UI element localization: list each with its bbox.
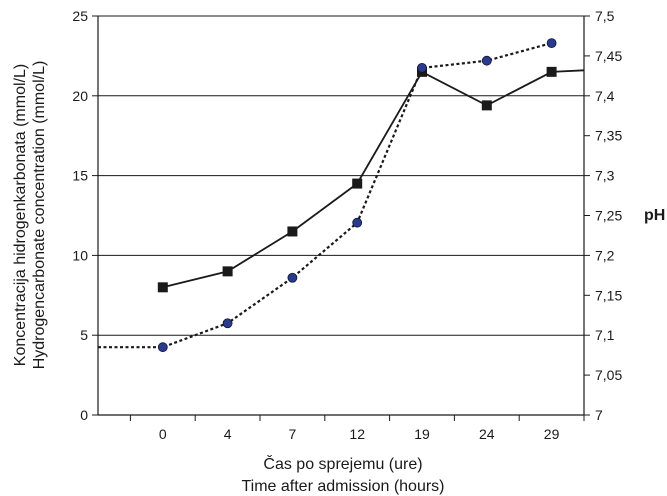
series-2-point xyxy=(157,342,168,353)
right-tick-label: 7,1 xyxy=(595,327,615,343)
series-1-point xyxy=(481,100,492,111)
series-2-point xyxy=(352,217,363,228)
right-tick-label: 7 xyxy=(595,407,603,423)
series-1-point xyxy=(157,282,168,293)
series-2-point xyxy=(222,318,233,329)
x-axis-title-line2: Time after admission (hours) xyxy=(241,478,444,495)
left-tick-label: 5 xyxy=(80,327,88,343)
right-axis-ticks: 7 7,05 7,1 7,15 7,2 7,25 7,3 7,35 7,4 7,45 7,5 xyxy=(584,8,622,423)
x-tick-label: 4 xyxy=(224,426,232,442)
y-axis-left-title-line1: Koncentracija hidrogenkarbonata (mmol/L) xyxy=(12,64,29,366)
series-2-point xyxy=(287,272,298,283)
x-axis-ticks: 0 4 7 12 19 24 29 xyxy=(129,415,585,442)
left-axis-ticks: 0 5 10 15 20 25 xyxy=(72,8,98,423)
axes xyxy=(97,16,585,416)
x-tick-label: 24 xyxy=(479,426,495,442)
series-1-point xyxy=(222,266,233,277)
series-1-point xyxy=(352,178,363,189)
x-tick-label: 29 xyxy=(544,426,560,442)
left-tick-label: 15 xyxy=(72,168,88,184)
series-2-point xyxy=(546,38,557,49)
series-1-line xyxy=(162,69,585,289)
x-tick-label: 19 xyxy=(414,426,430,442)
right-tick-label: 7,45 xyxy=(595,48,622,64)
right-tick-label: 7,2 xyxy=(595,247,615,263)
series-2-line xyxy=(98,42,552,349)
series-1-point xyxy=(287,226,298,237)
x-tick-label: 7 xyxy=(289,426,297,442)
right-tick-label: 7,35 xyxy=(595,128,622,144)
right-tick-label: 7,3 xyxy=(595,168,615,184)
series-1-point xyxy=(546,66,557,77)
gridlines xyxy=(98,15,584,336)
right-tick-label: 7,25 xyxy=(595,208,622,224)
right-tick-label: 7,15 xyxy=(595,287,622,303)
left-tick-label: 0 xyxy=(80,407,88,423)
y-axis-left-title-line2: Hydrogencarbonate concentration (mmol/L) xyxy=(31,61,48,370)
x-tick-label: 12 xyxy=(349,426,365,442)
series-2-point xyxy=(417,62,427,73)
series-2-point xyxy=(481,55,492,66)
right-tick-label: 7,05 xyxy=(595,367,622,383)
left-tick-label: 25 xyxy=(72,8,88,24)
series-group xyxy=(98,38,585,353)
x-axis-title-line1: Čas po sprejemu (ure) xyxy=(263,454,422,473)
left-tick-label: 10 xyxy=(72,247,88,263)
left-tick-label: 20 xyxy=(72,88,88,104)
right-tick-label: 7,5 xyxy=(595,8,615,24)
y-axis-right-title: pH xyxy=(644,207,665,224)
right-tick-label: 7,4 xyxy=(595,88,615,104)
x-tick-label: 0 xyxy=(159,426,167,442)
